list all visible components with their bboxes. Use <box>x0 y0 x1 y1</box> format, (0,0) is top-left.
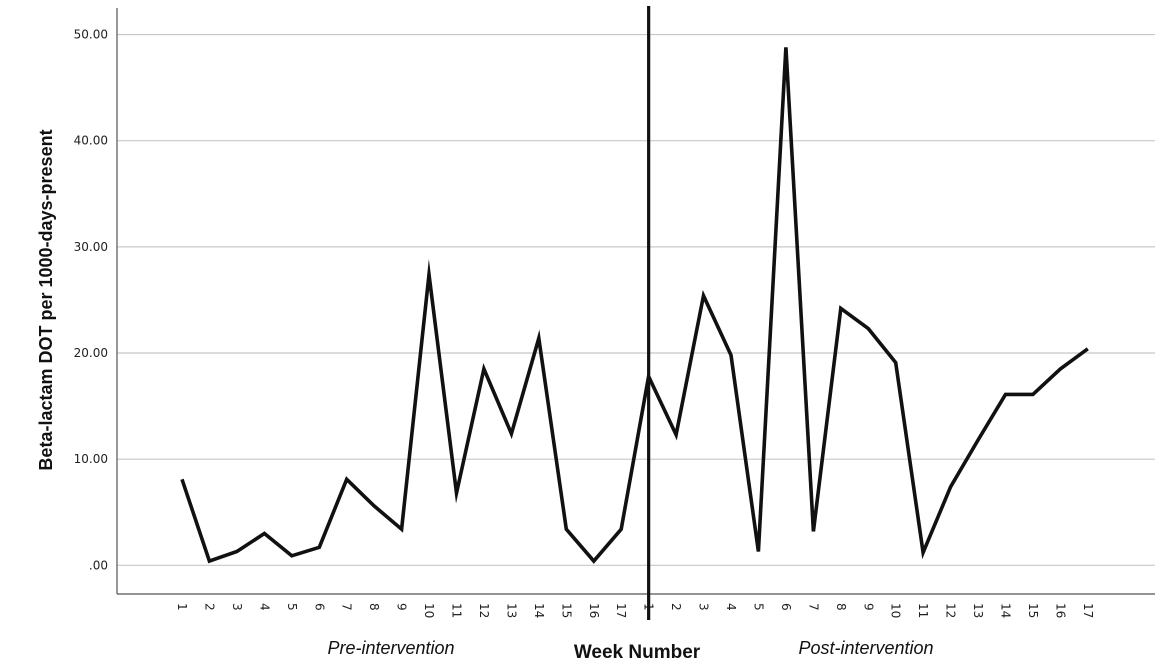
x-tick-label: 10 <box>889 603 903 618</box>
x-tick-label: 4 <box>724 603 738 611</box>
y-axis-ticks: .00 10.00 20.00 30.00 40.00 50.00 <box>74 28 108 573</box>
x-tick-label: 2 <box>202 603 216 611</box>
y-axis-label: Beta-lactam DOT per 1000-days-present <box>36 129 56 470</box>
x-tick-label: 15 <box>559 603 573 618</box>
x-tick-label: 13 <box>971 603 985 618</box>
post-intervention-label: Post-intervention <box>798 638 933 658</box>
x-tick-label: 5 <box>285 603 299 611</box>
x-tick-label: 5 <box>751 603 765 611</box>
x-tick-label: 3 <box>230 603 244 611</box>
x-tick-label: 15 <box>1026 603 1040 618</box>
x-tick-label: 3 <box>697 603 711 611</box>
x-tick-label: 17 <box>1081 603 1095 618</box>
series-line <box>180 47 1089 564</box>
gridlines <box>117 33 1155 566</box>
y-tick-label: .00 <box>89 558 108 572</box>
x-tick-label: 6 <box>779 603 793 611</box>
x-tick-label: 8 <box>367 603 381 611</box>
x-tick-label: 9 <box>395 603 409 611</box>
x-tick-label: 8 <box>834 603 848 611</box>
y-tick-label: 50.00 <box>74 28 108 42</box>
x-tick-label: 6 <box>312 603 326 611</box>
x-tick-label: 7 <box>340 603 354 611</box>
series <box>180 47 1089 564</box>
y-tick-label: 10.00 <box>74 452 108 466</box>
x-tick-label: 14 <box>532 603 546 618</box>
x-tick-label: 2 <box>669 603 683 611</box>
y-tick-label: 40.00 <box>74 134 108 148</box>
axes <box>116 8 1155 595</box>
x-tick-label: 16 <box>587 603 601 618</box>
y-tick-label: 20.00 <box>74 346 108 360</box>
x-tick-label: 7 <box>806 603 820 611</box>
x-tick-label: 12 <box>944 603 958 618</box>
x-tick-label: 16 <box>1053 603 1067 618</box>
x-tick-label: 9 <box>861 603 875 611</box>
x-tick-label: 12 <box>477 603 491 618</box>
x-tick-label: 13 <box>504 603 518 618</box>
y-tick-label: 30.00 <box>74 240 108 254</box>
x-tick-label: 11 <box>916 603 930 618</box>
x-tick-label: 4 <box>257 603 271 611</box>
x-axis-ticks: 1234567891011121314151617123456789101112… <box>175 603 1095 618</box>
x-tick-label: 14 <box>999 603 1013 618</box>
x-tick-label: 17 <box>614 603 628 618</box>
x-axis-label: Week Number <box>574 642 701 663</box>
x-tick-label: 1 <box>175 603 189 611</box>
x-tick-label: 11 <box>450 603 464 618</box>
x-tick-label: 10 <box>422 603 436 618</box>
pre-intervention-label: Pre-intervention <box>327 638 454 658</box>
